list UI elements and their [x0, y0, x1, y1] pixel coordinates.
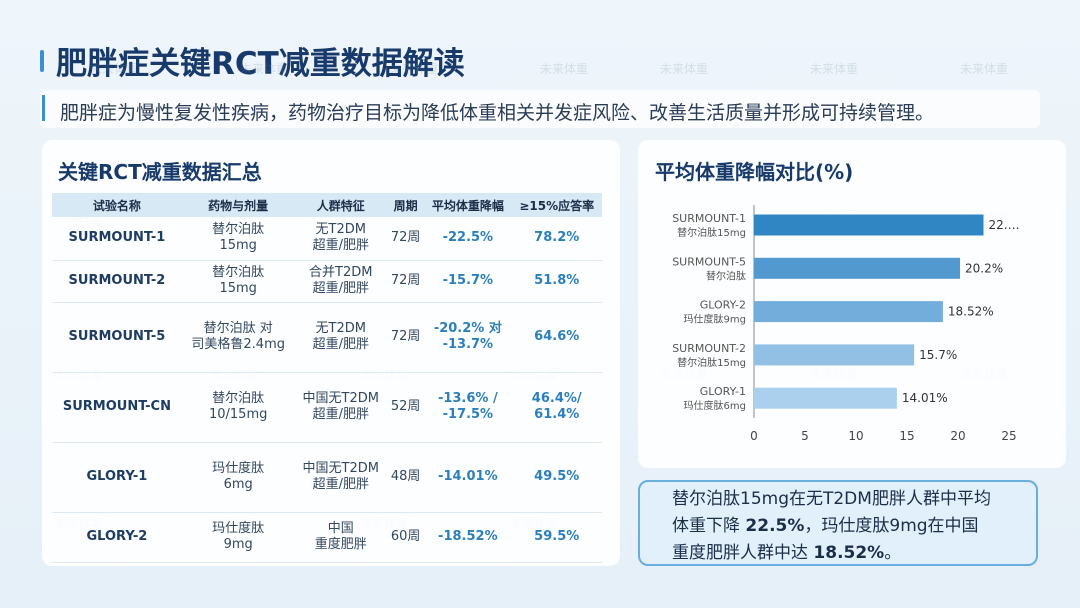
table-title: 关键RCT减重数据汇总	[58, 160, 262, 184]
column-header: 人群特征	[294, 193, 388, 217]
table-cell: 51.8%	[511, 260, 602, 303]
table-cell: 无T2DM 超重/肥胖	[294, 302, 388, 373]
table-cell: 64.6%	[511, 302, 602, 373]
table-cell: -13.6% / -17.5%	[424, 372, 512, 443]
subtitle: 肥胖症为慢性复发性疾病，药物治疗目标为降低体重相关并发症风险、改善生活质量并形成…	[60, 102, 935, 124]
title-accent	[40, 50, 44, 72]
table-cell: 46.4%/ 61.4%	[511, 372, 602, 443]
table-cell: SURMOUNT-5	[52, 302, 182, 373]
table-cell: GLORY-2	[52, 512, 182, 563]
table-cell: 78.2%	[511, 217, 602, 261]
value-label: 22.…	[989, 218, 1020, 232]
subtitle-accent	[42, 95, 45, 121]
watermark: 未来体重	[960, 62, 1009, 76]
note-box	[638, 480, 1038, 566]
table-cell: 替尔泊肽 15mg	[181, 217, 295, 261]
table-cell: -22.5%	[424, 217, 512, 261]
category-sublabel: 替尔泊肽	[706, 269, 746, 282]
table-cell: 72周	[387, 217, 425, 261]
table-cell: 替尔泊肽 15mg	[181, 260, 295, 303]
watermark: 未来体重	[240, 62, 289, 76]
table-cell: 中国 重度肥胖	[294, 512, 388, 563]
header-row: 试验名称 药物与剂量 人群特征 周期 平均体重降幅 ≥15%应答率	[52, 193, 602, 217]
table-cell: 玛仕度肽 9mg	[181, 512, 295, 563]
table-cell: -14.01%	[424, 442, 512, 513]
category-sublabel: 替尔泊肽15mg	[677, 226, 746, 239]
table-cell: 52周	[387, 372, 425, 443]
column-header: 周期	[387, 193, 425, 217]
value-label: 14.01%	[902, 391, 948, 405]
table-cell: 48周	[387, 442, 425, 513]
note-text: 。	[884, 543, 902, 563]
data-table: 试验名称 药物与剂量 人群特征 周期 平均体重降幅 ≥15%应答率 SURMOUNT-1 替尔…	[52, 193, 602, 563]
table-row: SURMOUNT-5 替尔泊肽 对 司美格鲁2.4mg 无T2DM 超重/肥胖 72周…	[52, 302, 602, 373]
category-label: SURMOUNT-5	[672, 255, 746, 268]
table-cell: -18.52%	[424, 512, 512, 563]
table-cell: -15.7%	[424, 260, 512, 303]
table-cell: 72周	[387, 302, 425, 373]
table-cell: SURMOUNT-CN	[52, 372, 182, 443]
column-header: 平均体重降幅	[424, 193, 512, 217]
watermark: 未来体重	[90, 62, 139, 76]
x-tick-label: 5	[801, 429, 809, 443]
table-row: GLORY-1 玛仕度肽 6mg 中国无T2DM 超重/肥胖 48周 -14.01% 49…	[52, 442, 602, 513]
x-tick-label: 0	[750, 429, 758, 443]
table-cell: SURMOUNT-1	[52, 217, 182, 261]
watermark: 未来体重	[390, 62, 439, 76]
x-tick-label: 25	[1001, 429, 1016, 443]
note-text: 替尔泊肽15mg在无T2DM肥胖人群中平均体重下降	[672, 489, 991, 536]
table-cell: 替尔泊肽 对 司美格鲁2.4mg	[181, 302, 295, 373]
column-header: 药物与剂量	[181, 193, 295, 217]
table-cell: SURMOUNT-2	[52, 260, 182, 303]
column-header: ≥15%应答率	[511, 193, 602, 217]
x-tick-label: 10	[848, 429, 863, 443]
bar	[754, 301, 943, 323]
value-label: 20.2%	[965, 261, 1003, 275]
table-row: SURMOUNT-CN 替尔泊肽 10/15mg 中国无T2DM 超重/肥胖 52周 -…	[52, 372, 602, 443]
note-highlight: 18.52%	[813, 543, 885, 563]
bar	[754, 344, 915, 366]
x-tick-label: 20	[950, 429, 965, 443]
bar	[754, 214, 984, 236]
column-header: 试验名称	[52, 193, 182, 217]
note-text: ，玛仕度肽9mg在中国重度肥胖人群中达	[672, 516, 979, 563]
table-cell: 中国无T2DM 超重/肥胖	[294, 442, 388, 513]
table-cell: GLORY-1	[52, 442, 182, 513]
table-cell: -20.2% 对 -13.7%	[424, 302, 512, 373]
table-cell: 59.5%	[511, 512, 602, 563]
watermark: 未来体重	[540, 62, 589, 76]
value-label: 15.7%	[919, 348, 957, 362]
category-label: GLORY-2	[700, 299, 746, 312]
bar	[754, 257, 961, 279]
note: 替尔泊肽15mg在无T2DM肥胖人群中平均体重下降 22.5%，玛仕度肽9mg在…	[672, 486, 992, 567]
table-cell: 合并T2DM 超重/肥胖	[294, 260, 388, 303]
category-sublabel: 替尔泊肽15mg	[677, 356, 746, 369]
chart-title: 平均体重降幅对比(%)	[655, 160, 854, 184]
category-label: SURMOUNT-2	[672, 342, 746, 355]
table-row: GLORY-2 玛仕度肽 9mg 中国 重度肥胖 60周 -18.52% 59.5%	[52, 512, 602, 563]
subtitle-box	[40, 90, 1040, 128]
table-cell: 无T2DM 超重/肥胖	[294, 217, 388, 261]
category-label: GLORY-1	[700, 385, 746, 398]
watermark: 未来体重	[660, 62, 709, 76]
note-highlight: 22.5%	[745, 516, 805, 536]
table-cell: 60周	[387, 512, 425, 563]
category-sublabel: 玛仕度肽6mg	[684, 399, 746, 412]
table-row: SURMOUNT-2 替尔泊肽 15mg 合并T2DM 超重/肥胖 72周 -15.7%…	[52, 260, 602, 303]
table-cell: 玛仕度肽 6mg	[181, 442, 295, 513]
value-label: 18.52%	[948, 305, 994, 319]
bar	[754, 387, 897, 409]
table-cell: 72周	[387, 260, 425, 303]
category-sublabel: 玛仕度肽9mg	[684, 313, 746, 326]
x-tick-label: 15	[899, 429, 914, 443]
table-row: SURMOUNT-1 替尔泊肽 15mg 无T2DM 超重/肥胖 72周 -22.5% 7…	[52, 217, 602, 261]
watermark: 未来体重	[810, 62, 859, 76]
table-cell: 49.5%	[511, 442, 602, 513]
category-label: SURMOUNT-1	[672, 212, 746, 225]
slide-title: 肥胖症关键RCT减重数据解读	[56, 46, 465, 82]
table-cell: 替尔泊肽 10/15mg	[181, 372, 295, 443]
table-cell: 中国无T2DM 超重/肥胖	[294, 372, 388, 443]
